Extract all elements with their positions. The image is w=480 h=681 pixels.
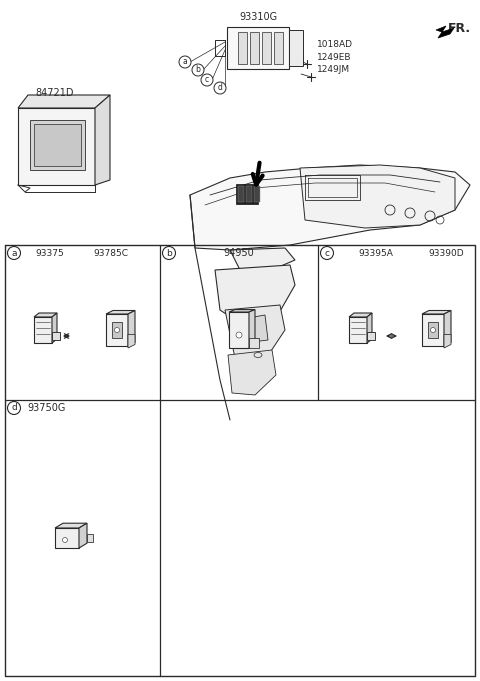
Polygon shape bbox=[34, 313, 57, 317]
Polygon shape bbox=[215, 265, 295, 330]
Polygon shape bbox=[436, 26, 454, 38]
Polygon shape bbox=[55, 523, 87, 528]
Polygon shape bbox=[444, 334, 451, 348]
Text: 93390D: 93390D bbox=[428, 249, 464, 257]
Polygon shape bbox=[106, 314, 128, 346]
Polygon shape bbox=[128, 334, 135, 348]
Polygon shape bbox=[238, 32, 247, 64]
Text: 94950: 94950 bbox=[224, 248, 254, 258]
Circle shape bbox=[214, 82, 226, 94]
Polygon shape bbox=[95, 95, 110, 185]
Polygon shape bbox=[52, 313, 57, 343]
Polygon shape bbox=[367, 313, 372, 343]
Polygon shape bbox=[30, 120, 85, 170]
Text: 93395A: 93395A bbox=[358, 249, 393, 257]
Bar bbox=[5, 245, 475, 676]
Circle shape bbox=[236, 332, 242, 338]
Circle shape bbox=[192, 64, 204, 76]
Text: 1018AD
1249EB
1249JM: 1018AD 1249EB 1249JM bbox=[317, 40, 353, 74]
Polygon shape bbox=[18, 95, 110, 108]
Polygon shape bbox=[34, 124, 81, 166]
Polygon shape bbox=[249, 310, 255, 348]
Text: d: d bbox=[217, 84, 222, 93]
Polygon shape bbox=[87, 534, 93, 542]
Text: c: c bbox=[205, 76, 209, 84]
Polygon shape bbox=[349, 317, 367, 343]
Text: a: a bbox=[182, 57, 187, 67]
Circle shape bbox=[431, 328, 435, 332]
Polygon shape bbox=[250, 32, 259, 64]
Polygon shape bbox=[229, 310, 255, 312]
Polygon shape bbox=[225, 305, 285, 360]
Circle shape bbox=[8, 402, 21, 415]
Circle shape bbox=[163, 247, 176, 259]
Polygon shape bbox=[248, 315, 268, 342]
Polygon shape bbox=[106, 311, 135, 314]
Polygon shape bbox=[422, 311, 451, 314]
Text: 84721D: 84721D bbox=[36, 88, 74, 98]
Polygon shape bbox=[128, 311, 135, 346]
Polygon shape bbox=[349, 313, 372, 317]
Polygon shape bbox=[274, 32, 283, 64]
Polygon shape bbox=[367, 332, 375, 340]
Polygon shape bbox=[229, 312, 249, 348]
Polygon shape bbox=[18, 108, 95, 185]
Circle shape bbox=[62, 537, 68, 543]
Polygon shape bbox=[190, 165, 470, 250]
Text: 93785C: 93785C bbox=[93, 249, 128, 257]
Text: FR.: FR. bbox=[448, 22, 471, 35]
Polygon shape bbox=[249, 338, 259, 348]
Polygon shape bbox=[228, 350, 276, 395]
Text: d: d bbox=[11, 404, 17, 413]
Circle shape bbox=[201, 74, 213, 86]
Polygon shape bbox=[227, 27, 289, 69]
Polygon shape bbox=[55, 528, 79, 548]
Polygon shape bbox=[52, 332, 60, 340]
Polygon shape bbox=[246, 186, 252, 202]
Polygon shape bbox=[34, 317, 52, 343]
Polygon shape bbox=[254, 186, 260, 202]
Text: b: b bbox=[166, 249, 172, 257]
Polygon shape bbox=[422, 314, 444, 346]
Circle shape bbox=[179, 56, 191, 68]
Polygon shape bbox=[230, 248, 295, 275]
Polygon shape bbox=[262, 32, 271, 64]
Polygon shape bbox=[236, 184, 258, 204]
Polygon shape bbox=[444, 311, 451, 346]
Circle shape bbox=[321, 247, 334, 259]
Text: a: a bbox=[11, 249, 17, 257]
Text: b: b bbox=[195, 65, 201, 74]
Circle shape bbox=[115, 328, 120, 332]
Circle shape bbox=[8, 247, 21, 259]
Polygon shape bbox=[428, 322, 438, 338]
Polygon shape bbox=[112, 322, 122, 338]
Polygon shape bbox=[300, 165, 455, 228]
Text: 93750G: 93750G bbox=[27, 403, 65, 413]
Polygon shape bbox=[238, 186, 244, 202]
Text: c: c bbox=[324, 249, 329, 257]
Polygon shape bbox=[289, 30, 303, 66]
Text: 93375: 93375 bbox=[35, 249, 64, 257]
Text: 93310G: 93310G bbox=[239, 12, 277, 22]
Polygon shape bbox=[79, 523, 87, 548]
